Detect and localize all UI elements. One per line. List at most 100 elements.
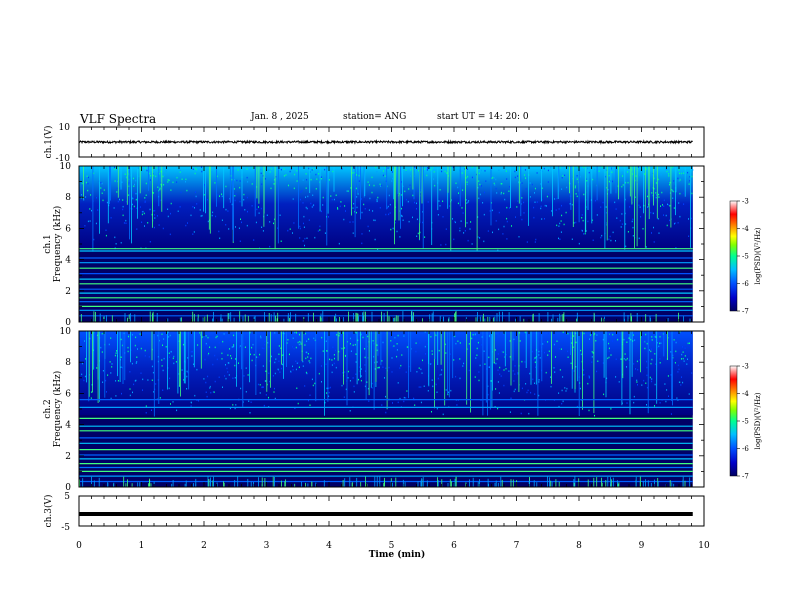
spectrogram-noise-pixel xyxy=(561,402,563,405)
spectrogram-noise-pixel xyxy=(138,175,140,177)
spectrogram-noise-pixel xyxy=(674,222,676,224)
spectrogram-noise-pixel xyxy=(265,394,267,396)
spectrogram-noise-pixel xyxy=(287,339,289,341)
spectrogram-noise-pixel xyxy=(91,209,92,212)
spectrogram-noise-pixel xyxy=(445,243,447,246)
spectrogram-noise-pixel xyxy=(264,340,265,342)
spectrogram-noise-pixel xyxy=(690,217,692,220)
spectrogram-noise-pixel xyxy=(186,388,188,390)
spectrogram-noise-pixel xyxy=(646,386,648,389)
spectrogram-noise-pixel xyxy=(617,166,619,168)
spectrogram-noise-pixel xyxy=(597,360,599,362)
spectrogram-noise-pixel xyxy=(625,245,627,248)
spectrogram-noise-pixel xyxy=(561,204,562,207)
spectrogram-noise-pixel xyxy=(314,382,316,385)
spectrogram-noise-pixel xyxy=(547,169,549,172)
spectrogram-noise-pixel xyxy=(598,170,600,172)
spectrogram-noise-pixel xyxy=(143,212,145,215)
spectrogram-noise-pixel xyxy=(467,201,469,203)
spectrogram-noise-pixel xyxy=(232,346,234,348)
spectrogram-noise-pixel xyxy=(391,357,393,359)
spectrogram-noise-pixel xyxy=(161,333,163,335)
spectrogram-noise-pixel xyxy=(275,176,277,178)
spectrogram-noise-pixel xyxy=(633,401,635,404)
spectrogram-noise-pixel xyxy=(426,169,428,171)
spectrogram-noise-pixel xyxy=(169,340,171,342)
spectrogram-noise-pixel xyxy=(675,350,677,353)
spectrogram-noise-pixel xyxy=(151,379,153,381)
spectrogram-noise-pixel xyxy=(214,346,216,349)
spectrogram-noise-pixel xyxy=(381,360,383,362)
spectrogram-noise-pixel xyxy=(655,363,657,365)
spectrogram-noise-pixel xyxy=(260,335,262,338)
spectrogram-noise-pixel xyxy=(338,242,340,245)
spectrogram-noise-pixel xyxy=(615,240,616,242)
spectrogram-noise-pixel xyxy=(263,347,265,350)
spectrogram-noise-pixel xyxy=(269,171,271,173)
spectrogram-noise-pixel xyxy=(280,168,282,171)
spectrogram-noise-pixel xyxy=(328,395,330,397)
spectrogram-noise-pixel xyxy=(473,336,475,339)
spectrogram-noise-pixel xyxy=(478,379,480,382)
spectrogram-noise-pixel xyxy=(588,409,590,412)
spectrogram-noise-pixel xyxy=(454,335,456,338)
spectrogram-noise-pixel xyxy=(334,349,336,352)
spectrogram-noise-pixel xyxy=(347,370,349,373)
spectrogram-noise-pixel xyxy=(302,360,304,363)
spectrogram-noise-pixel xyxy=(534,361,536,363)
spectrogram-noise-pixel xyxy=(243,342,245,345)
spectrogram-noise-pixel xyxy=(89,220,91,222)
spectrogram-noise-pixel xyxy=(450,389,452,392)
spectrogram-noise-pixel xyxy=(214,182,216,184)
spectrogram-noise-pixel xyxy=(114,236,116,239)
spectrogram-noise-pixel xyxy=(115,380,117,382)
spectrogram-noise-pixel xyxy=(583,369,585,371)
spectrogram-noise-pixel xyxy=(474,376,476,378)
spectrogram-noise-pixel xyxy=(433,171,435,173)
spectrogram-noise-pixel xyxy=(156,215,158,217)
spectrogram-noise-pixel xyxy=(333,362,335,365)
spectrogram-noise-pixel xyxy=(632,226,634,229)
spectrogram-noise-pixel xyxy=(149,172,151,175)
spectrogram-noise-pixel xyxy=(101,351,103,353)
spectrogram-noise-pixel xyxy=(431,350,433,352)
spectrogram-noise-pixel xyxy=(541,187,543,189)
spectrogram-noise-pixel xyxy=(376,349,378,352)
spectrogram-noise-pixel xyxy=(445,389,447,391)
spectrogram-noise-pixel xyxy=(368,230,370,232)
spectrogram-noise-pixel xyxy=(211,171,213,173)
spectrogram-noise-pixel xyxy=(399,210,401,212)
spectrogram-noise-pixel xyxy=(207,336,209,339)
spectrogram-noise-pixel xyxy=(153,226,155,229)
spectrogram-noise-pixel xyxy=(517,175,519,177)
spectrogram-noise-pixel xyxy=(669,192,671,194)
spectrogram-noise-pixel xyxy=(145,405,147,407)
spectrogram-noise-pixel xyxy=(382,366,384,368)
spectrogram-noise-pixel xyxy=(332,346,334,348)
spectrogram-noise-pixel xyxy=(371,387,373,389)
spectrogram-noise-pixel xyxy=(153,391,155,393)
spectrogram-noise-pixel xyxy=(624,198,626,201)
spectrogram-noise-pixel xyxy=(387,205,389,208)
spectrogram-noise-pixel xyxy=(634,196,636,198)
spectrogram-noise-pixel xyxy=(413,397,415,400)
spectrogram-noise-pixel xyxy=(669,219,671,222)
spectrogram-noise-pixel xyxy=(538,350,540,353)
spectrogram-noise-pixel xyxy=(311,169,313,171)
spectrogram-noise-pixel xyxy=(434,184,436,187)
spectrogram-noise-pixel xyxy=(102,370,104,372)
spectrogram-noise-pixel xyxy=(511,225,512,227)
spectrogram-noise-pixel xyxy=(150,175,152,177)
spectrogram-noise-pixel xyxy=(655,196,657,199)
spectrogram-noise-pixel xyxy=(414,166,416,168)
spectrogram-noise-pixel xyxy=(435,334,437,337)
spectrogram-noise-pixel xyxy=(151,409,152,411)
spectrogram-noise-pixel xyxy=(297,361,299,364)
spectrogram-noise-pixel xyxy=(346,345,347,347)
spectrogram-noise-pixel xyxy=(315,188,317,190)
spectrogram-noise-pixel xyxy=(214,354,216,357)
ch3-ticks xyxy=(78,496,705,526)
spectrogram-noise-pixel xyxy=(121,392,122,395)
ch1-waveform-trace xyxy=(78,139,693,145)
